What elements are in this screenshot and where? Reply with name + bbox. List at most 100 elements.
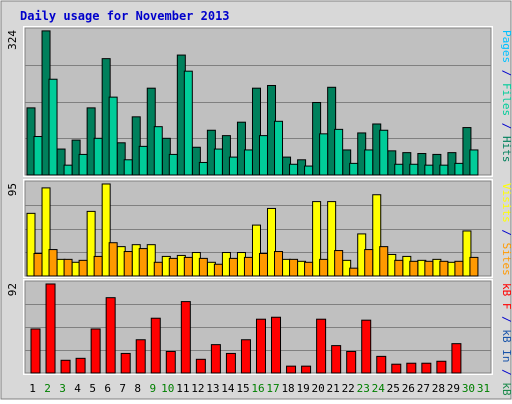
bar-visits bbox=[267, 207, 277, 277]
bar-sites bbox=[364, 249, 374, 277]
bar-sites bbox=[228, 257, 238, 277]
bar-sites bbox=[424, 260, 434, 277]
bar-sites bbox=[304, 261, 314, 277]
bar-sites bbox=[439, 260, 449, 277]
bar-sites bbox=[213, 263, 223, 277]
bar-files bbox=[63, 164, 73, 176]
bar-sites bbox=[78, 259, 88, 277]
bar-files bbox=[168, 153, 178, 176]
legend-part: / bbox=[500, 116, 512, 136]
bar-visits bbox=[86, 210, 96, 277]
bar-files bbox=[183, 70, 193, 176]
bar-sites bbox=[243, 256, 253, 277]
bar-sites bbox=[168, 257, 178, 277]
bar-kb-f bbox=[105, 297, 116, 374]
bar-files bbox=[409, 163, 419, 176]
x-tick-label: 6 bbox=[104, 382, 111, 395]
legend-part: / bbox=[500, 363, 512, 383]
x-tick-label: 31 bbox=[477, 382, 490, 395]
x-tick-label: 7 bbox=[119, 382, 126, 395]
legend-part: Pages bbox=[500, 30, 512, 63]
bar-kb-f bbox=[436, 360, 447, 374]
bar-files bbox=[289, 163, 299, 176]
bar-sites bbox=[394, 259, 404, 277]
bar-kb-f bbox=[240, 339, 251, 374]
bar-sites bbox=[48, 249, 58, 277]
legend-part: Hits bbox=[500, 136, 512, 163]
bar-visits bbox=[327, 201, 337, 277]
legend-part: kB F bbox=[500, 283, 512, 310]
bar-kb-f bbox=[331, 345, 342, 374]
bar-kb-f bbox=[421, 362, 432, 374]
bar-files bbox=[319, 133, 329, 176]
x-tick-label: 29 bbox=[447, 382, 460, 395]
bar-sites bbox=[33, 252, 43, 277]
bar-files bbox=[78, 153, 88, 176]
bar-sites bbox=[153, 261, 163, 277]
bar-sites bbox=[198, 257, 208, 277]
bar-sites bbox=[349, 267, 359, 277]
bar-files bbox=[349, 162, 359, 176]
bar-files bbox=[243, 149, 253, 176]
legend-part: kB In bbox=[500, 329, 512, 362]
bar-hits bbox=[236, 121, 246, 176]
bar-kb-f bbox=[406, 362, 417, 374]
x-tick-label: 27 bbox=[417, 382, 430, 395]
x-tick-label: 15 bbox=[236, 382, 249, 395]
bar-visits bbox=[312, 201, 322, 277]
bar-sites bbox=[274, 251, 284, 277]
x-tick-label: 26 bbox=[402, 382, 415, 395]
bar-files bbox=[379, 129, 389, 176]
bar-files bbox=[108, 96, 118, 176]
x-tick-label: 10 bbox=[161, 382, 174, 395]
bar-files bbox=[198, 161, 208, 176]
bar-files bbox=[364, 149, 374, 176]
y-max-label-top: 324 bbox=[6, 30, 19, 50]
bar-sites bbox=[289, 258, 299, 277]
legend-part: / bbox=[500, 223, 512, 243]
bar-files bbox=[454, 162, 464, 176]
bar-files bbox=[258, 135, 268, 176]
chart-title: Daily usage for November 2013 bbox=[20, 9, 230, 23]
bar-sites bbox=[334, 250, 344, 277]
bar-visits bbox=[251, 224, 261, 277]
bar-files bbox=[123, 159, 133, 176]
x-tick-label: 21 bbox=[327, 382, 340, 395]
x-tick-label: 2 bbox=[44, 382, 51, 395]
bar-visits bbox=[101, 183, 111, 277]
bar-kb-f bbox=[271, 316, 282, 374]
x-tick-label: 4 bbox=[74, 382, 81, 395]
bar-kb-f bbox=[391, 363, 402, 374]
x-tick-label: 11 bbox=[176, 382, 189, 395]
x-tick-label: 20 bbox=[312, 382, 325, 395]
bar-files bbox=[469, 149, 479, 176]
bar-sites bbox=[63, 258, 73, 277]
bar-files bbox=[48, 78, 58, 176]
x-tick-label: 1 bbox=[29, 382, 36, 395]
right-legend-top: Pages / Files / Hits bbox=[500, 30, 512, 163]
bar-visits bbox=[41, 187, 51, 277]
bar-kb-f bbox=[316, 318, 327, 374]
bar-kb-f bbox=[225, 352, 236, 374]
y-max-label-bottom: 92 bbox=[6, 283, 19, 296]
x-tick-label: 5 bbox=[89, 382, 96, 395]
bar-files bbox=[334, 128, 344, 176]
x-tick-label: 18 bbox=[281, 382, 294, 395]
bar-files bbox=[274, 120, 284, 176]
bar-files bbox=[228, 156, 238, 176]
x-tick-label: 19 bbox=[296, 382, 309, 395]
bar-sites bbox=[258, 252, 268, 277]
bar-kb-f bbox=[301, 365, 312, 374]
x-tick-label: 8 bbox=[134, 382, 141, 395]
y-max-label-middle: 95 bbox=[6, 183, 19, 196]
bar-kb-f bbox=[180, 301, 191, 374]
bar-kb-f bbox=[210, 344, 221, 374]
bar-files bbox=[153, 126, 163, 176]
bar-kb-f bbox=[120, 352, 131, 374]
x-tick-label: 24 bbox=[372, 382, 386, 395]
bar-kb-f bbox=[376, 355, 387, 374]
bar-sites bbox=[123, 251, 133, 277]
x-tick-label: 13 bbox=[206, 382, 219, 395]
